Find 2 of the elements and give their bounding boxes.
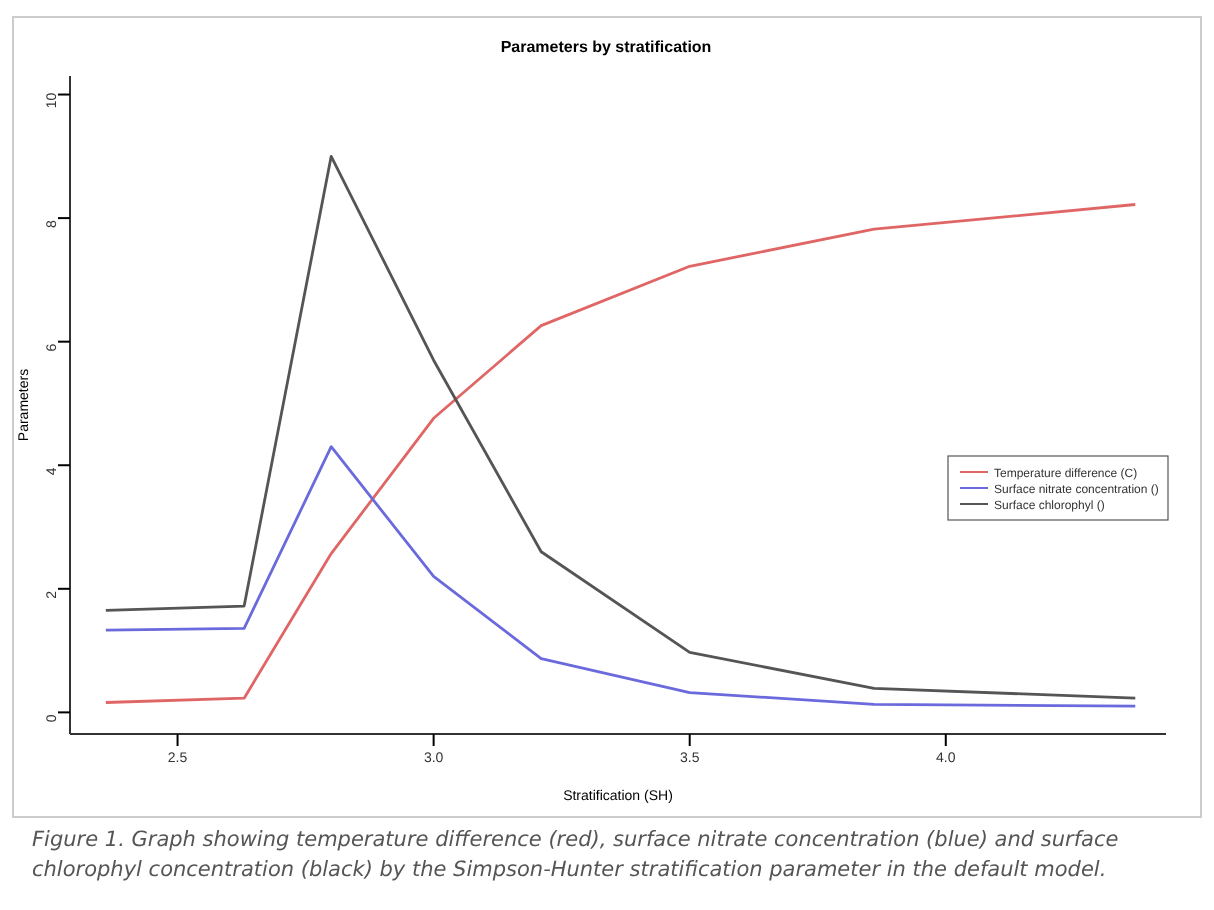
caption: Figure 1. Graph showing temperature difference (red), surface nitrate concentration (blue) and surface chlorophyl concentration (black) by the Simpson-Hunter stratification parameter in the default model. xyxy=(32,826,1121,886)
chart-title: Parameters by stratification xyxy=(500,38,712,56)
